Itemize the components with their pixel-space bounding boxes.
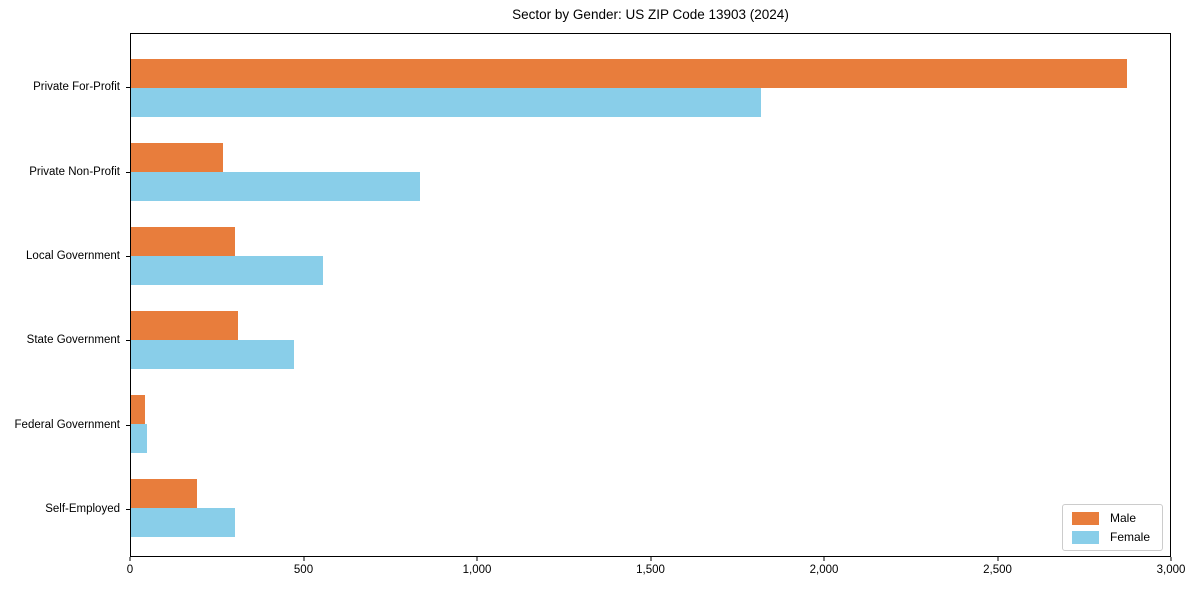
legend-entry-female: Female: [1071, 530, 1150, 544]
bar-group-federal-government: [131, 382, 1170, 466]
chart-title: Sector by Gender: US ZIP Code 13903 (202…: [512, 7, 789, 22]
y-axis-label: Self-Employed: [45, 502, 120, 515]
y-axis-label: Private Non-Profit: [29, 165, 120, 178]
x-axis-label: 0: [126, 564, 134, 576]
x-tick-mark: [997, 557, 998, 561]
bar-male-local-government: [131, 227, 235, 256]
bar-female-self-employed: [131, 508, 235, 537]
bar-female-federal-government: [131, 424, 147, 453]
x-axis-label: 2,500: [983, 564, 1012, 576]
x-axis-label: 1,000: [462, 564, 492, 576]
x-axis-label: 3,000: [1156, 564, 1186, 576]
y-axis-labels: Private For-Profit Private Non-Profit Loca…: [0, 45, 130, 551]
bar-female-local-government: [131, 256, 324, 285]
y-axis-label: Federal Government: [14, 418, 120, 431]
bar-group-state-government: [131, 298, 1170, 382]
bar-group-private-for-profit: [131, 46, 1170, 130]
y-tick-mark: [126, 340, 130, 342]
bar-female-state-government: [131, 340, 294, 369]
y-tick-mark: [126, 87, 130, 89]
bar-male-private-for-profit: [131, 59, 1127, 88]
x-tick-mark: [823, 557, 825, 561]
plot-area: Male Female: [130, 33, 1171, 557]
bar-male-state-government: [131, 311, 239, 340]
y-axis-label: State Government: [26, 334, 120, 347]
y-axis-label: Private For-Profit: [33, 81, 120, 94]
legend: Male Female: [1061, 504, 1163, 551]
y-tick-mark: [126, 424, 130, 426]
y-axis-label: Local Government: [26, 249, 120, 262]
y-tick-mark: [126, 508, 130, 510]
x-tick-mark: [476, 557, 478, 561]
legend-label-female: Female: [1109, 530, 1150, 544]
legend-entry-male: Male: [1071, 511, 1150, 525]
bar-male-federal-government: [131, 395, 145, 424]
x-tick-mark: [650, 557, 651, 561]
bar-groups-container: [131, 46, 1170, 550]
female-color-swatch: [1071, 530, 1099, 544]
bar-male-self-employed: [131, 479, 197, 508]
bar-group-local-government: [131, 214, 1170, 298]
bar-male-private-non-profit: [131, 143, 223, 172]
bar-group-private-non-profit: [131, 130, 1170, 214]
x-axis-label: 500: [293, 564, 314, 576]
bar-female-private-non-profit: [131, 172, 421, 201]
y-tick-mark: [126, 171, 130, 173]
bar-group-self-employed: [131, 466, 1170, 550]
x-axis-label: 2,000: [809, 564, 839, 576]
male-color-swatch: [1071, 511, 1099, 525]
x-tick-mark: [303, 557, 304, 561]
legend-label-male: Male: [1109, 511, 1136, 525]
x-tick-mark: [1170, 557, 1172, 561]
bar-female-private-for-profit: [131, 88, 762, 117]
x-tick-mark: [129, 557, 131, 561]
x-axis-ticks: 0 500 1,000 1,500 2,000 2,500 3,000: [126, 557, 1185, 589]
y-tick-mark: [126, 255, 130, 257]
x-axis-label: 1,500: [636, 564, 665, 576]
